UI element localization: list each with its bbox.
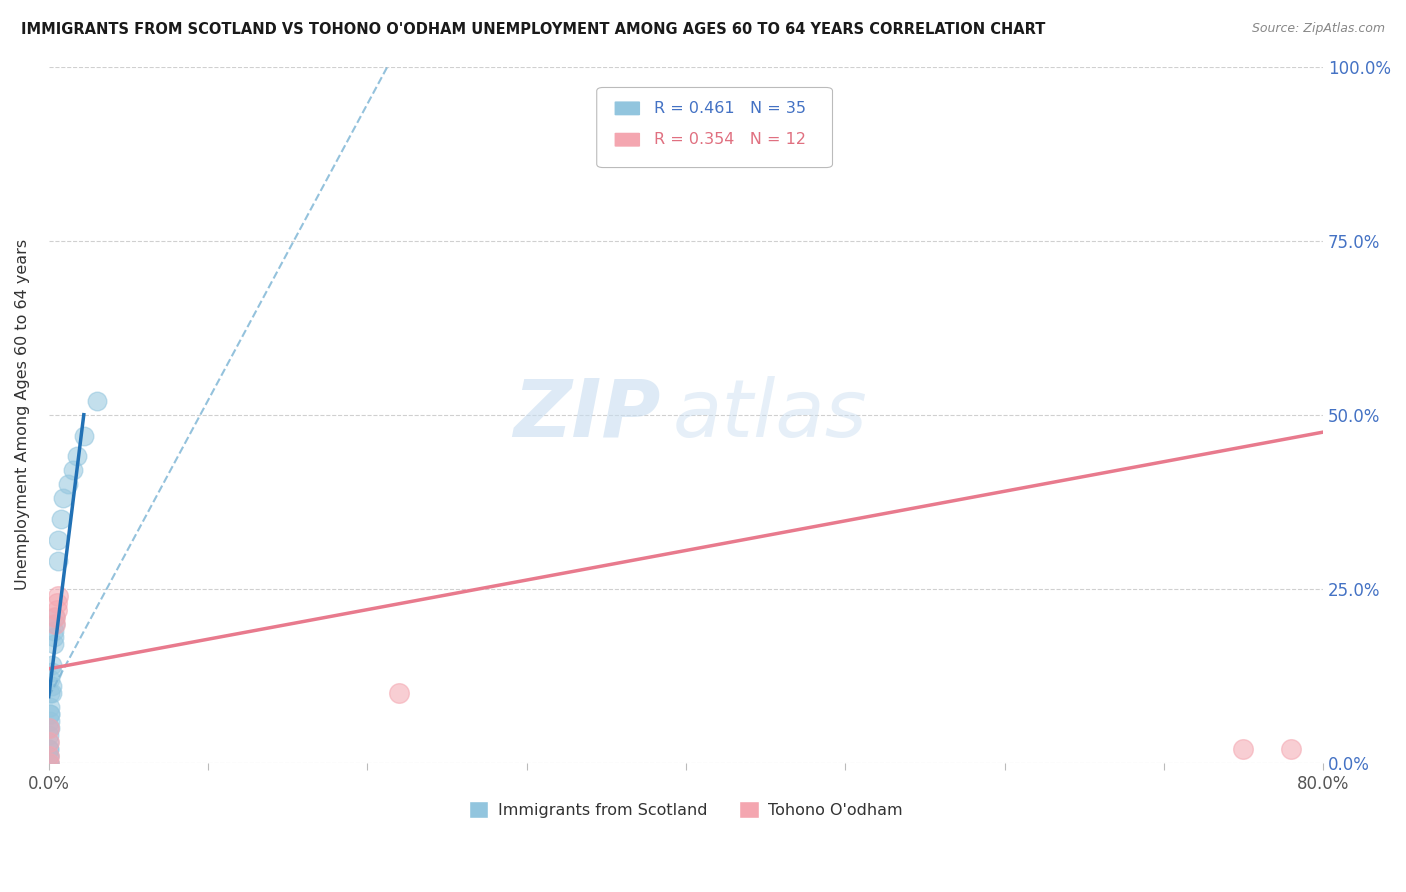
Text: Source: ZipAtlas.com: Source: ZipAtlas.com <box>1251 22 1385 36</box>
Point <box>86 393 108 408</box>
Point <box>39 721 62 735</box>
Point <box>73 428 96 442</box>
Point <box>39 707 62 722</box>
Point <box>38 728 60 742</box>
Point <box>44 609 66 624</box>
Point <box>38 721 60 735</box>
Point <box>38 721 60 735</box>
Text: IMMIGRANTS FROM SCOTLAND VS TOHONO O'ODHAM UNEMPLOYMENT AMONG AGES 60 TO 64 YEAR: IMMIGRANTS FROM SCOTLAND VS TOHONO O'ODH… <box>21 22 1046 37</box>
Point <box>38 748 60 763</box>
Point <box>1232 742 1254 756</box>
FancyBboxPatch shape <box>614 102 640 115</box>
Point <box>44 609 66 624</box>
Y-axis label: Unemployment Among Ages 60 to 64 years: Unemployment Among Ages 60 to 64 years <box>15 239 30 591</box>
Text: R = 0.354   N = 12: R = 0.354 N = 12 <box>654 132 806 147</box>
Text: ZIP: ZIP <box>513 376 661 454</box>
Point <box>44 616 66 631</box>
Point <box>38 735 60 749</box>
FancyBboxPatch shape <box>596 87 832 168</box>
Point <box>39 672 62 686</box>
Point <box>51 512 73 526</box>
Point <box>66 450 89 464</box>
Point <box>38 735 60 749</box>
Text: atlas: atlas <box>673 376 868 454</box>
Point <box>41 686 63 700</box>
Point <box>42 631 65 645</box>
Point <box>42 624 65 638</box>
Point <box>38 748 60 763</box>
Legend: Immigrants from Scotland, Tohono O'odham: Immigrants from Scotland, Tohono O'odham <box>463 795 910 824</box>
Point <box>39 707 62 722</box>
Point <box>45 602 67 616</box>
Text: R = 0.461   N = 35: R = 0.461 N = 35 <box>654 101 806 116</box>
Point <box>41 658 63 673</box>
Point <box>46 533 69 547</box>
Point <box>44 616 66 631</box>
Point <box>39 686 62 700</box>
Point <box>38 748 60 763</box>
Point <box>38 756 60 770</box>
Point <box>46 554 69 568</box>
Point <box>38 756 60 770</box>
Point <box>38 742 60 756</box>
Point <box>38 756 60 770</box>
Point <box>42 637 65 651</box>
Point <box>62 463 84 477</box>
Point <box>52 491 75 506</box>
Point <box>41 665 63 680</box>
Point <box>1279 742 1302 756</box>
Point <box>45 596 67 610</box>
Point <box>39 700 62 714</box>
FancyBboxPatch shape <box>614 133 640 146</box>
Point <box>39 714 62 728</box>
Point <box>388 686 411 700</box>
Point <box>38 756 60 770</box>
Point <box>56 477 79 491</box>
Point <box>41 679 63 693</box>
Point <box>38 742 60 756</box>
Point <box>46 589 69 603</box>
